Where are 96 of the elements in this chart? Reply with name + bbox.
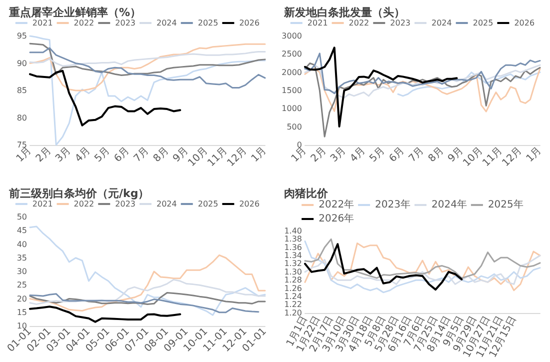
legend-label: 2025 — [472, 18, 494, 28]
line-series — [29, 70, 182, 126]
y-tick-label: 0 — [296, 140, 302, 150]
y-tick-label: 2000 — [282, 68, 302, 77]
x-tick-label: 4月 — [348, 145, 368, 164]
x-tick-label: 5月 — [92, 145, 112, 164]
legend-label: 2022 — [348, 18, 370, 28]
x-tick-label: 1月 — [250, 145, 269, 164]
legend-label: 2024 — [156, 18, 177, 28]
y-tick-label: 1.32 — [284, 259, 302, 268]
legend-label: 2021 — [32, 200, 53, 208]
line-series — [304, 254, 541, 285]
line-series — [29, 35, 266, 146]
line-series — [29, 306, 182, 323]
y-tick-label: 30 — [16, 267, 27, 276]
legend-label: 2022年 — [318, 198, 354, 210]
x-tick-label: 3月 — [54, 145, 74, 164]
line-series — [29, 42, 266, 76]
legend-label: 2023 — [115, 18, 136, 28]
line-series — [304, 238, 541, 279]
y-tick-label: 10 — [16, 322, 27, 330]
legend-label: 2024 — [156, 200, 177, 208]
y-tick-label: 1.40 — [284, 226, 302, 236]
y-tick-label: 25 — [16, 280, 27, 290]
y-tick-label: 1.28 — [284, 276, 302, 285]
line-series — [29, 292, 266, 305]
chart-title: 新发地白条批发量（头） — [283, 6, 405, 19]
line-series — [29, 293, 260, 314]
line-series — [304, 243, 463, 291]
x-tick-label: 2月 — [34, 145, 54, 164]
legend-label: 2025 — [198, 200, 218, 208]
x-tick-label: 7月 — [132, 145, 152, 164]
y-tick-label: 15 — [16, 308, 27, 317]
y-tick-label: 45 — [16, 226, 27, 236]
y-tick-label: 90 — [16, 58, 27, 68]
x-tick-label: 6月 — [112, 145, 132, 164]
y-tick-label: 50 — [16, 212, 27, 222]
x-tick-label: 4月 — [73, 145, 93, 164]
x-tick-label: 8月 — [426, 145, 446, 164]
x-tick-label: 6月 — [387, 145, 407, 164]
legend-label: 2022 — [74, 200, 94, 208]
line-series — [397, 72, 541, 97]
x-tick-label: 3月 — [328, 145, 348, 164]
x-tick-label: 1月 — [524, 145, 544, 164]
x-tick-label: 12月 — [500, 145, 524, 169]
y-tick-label: 75 — [16, 140, 27, 150]
y-tick-label: 1.38 — [284, 234, 302, 244]
line-series — [29, 51, 266, 67]
x-tick-label: 5月 — [368, 145, 388, 164]
legend-label: 2026 — [514, 18, 535, 28]
y-tick-label: 35 — [16, 253, 27, 262]
legend-label: 2023 — [390, 18, 410, 28]
y-tick-label: 85 — [16, 86, 27, 95]
chart-title: 前三级别白条均价（元/kg） — [8, 187, 150, 200]
y-tick-label: 20 — [16, 294, 27, 304]
line-series — [29, 226, 266, 316]
line-series — [304, 68, 541, 112]
y-tick-label: 95 — [16, 32, 27, 40]
legend-label: 2026 — [239, 200, 260, 208]
line-series — [304, 52, 541, 94]
y-tick-label: 1.34 — [284, 251, 302, 260]
line-series — [29, 254, 266, 312]
y-tick-label: 1.26 — [284, 284, 302, 293]
line-series — [304, 62, 541, 138]
legend-label: 2024 — [432, 18, 452, 28]
x-tick-label: 7月 — [407, 145, 426, 164]
x-tick-label: 2月 — [309, 145, 328, 164]
legend-label: 2022 — [74, 18, 94, 28]
legend-label: 2026年 — [318, 212, 354, 224]
line-series — [304, 46, 458, 128]
legend-label: 2021 — [307, 18, 328, 28]
y-tick-label: 1.30 — [284, 267, 302, 276]
y-tick-label: 1.36 — [284, 242, 302, 252]
chart-title: 肉猪比价 — [284, 187, 329, 200]
y-tick-label: 1000 — [282, 104, 302, 114]
legend-label: 2021 — [32, 18, 53, 28]
legend-label: 2026 — [239, 18, 260, 28]
y-tick-label: 2500 — [282, 50, 302, 59]
line-series — [304, 64, 541, 99]
y-tick-label: 1.22 — [284, 300, 302, 310]
y-tick-label: 1.20 — [284, 308, 302, 318]
legend-label: 2025年 — [488, 198, 524, 210]
y-tick-label: 80 — [16, 113, 27, 122]
legend-label: 2023年 — [375, 198, 411, 210]
y-tick-label: 500 — [286, 122, 302, 132]
x-tick-label: 12月 — [225, 145, 250, 169]
chart-title: 重点屠宰企业鲜销率（%） — [8, 6, 142, 19]
legend-label: 2024年 — [432, 198, 467, 210]
y-tick-label: 3000 — [282, 32, 302, 40]
legend-label: 2023 — [115, 200, 136, 208]
line-series — [29, 278, 266, 305]
x-tick-label: 8月 — [152, 145, 171, 164]
y-tick-label: 1.24 — [284, 292, 302, 301]
y-tick-label: 1500 — [282, 86, 302, 95]
y-tick-label: 40 — [16, 240, 27, 249]
legend-label: 2025 — [198, 18, 218, 28]
